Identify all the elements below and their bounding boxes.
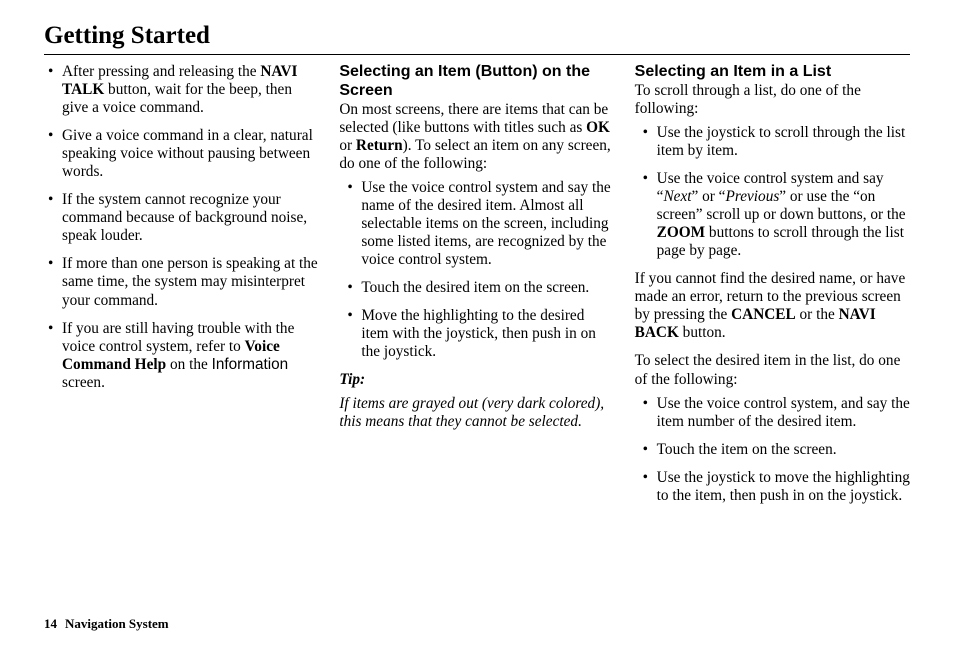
ok-label: OK xyxy=(586,119,610,136)
col3-heading: Selecting an Item in a List xyxy=(635,63,910,82)
list-item: Use the joystick to move the highlightin… xyxy=(635,469,910,505)
list-item: Use the voice control system and say “Ne… xyxy=(635,170,910,260)
col3-para1: If you cannot find the desired name, or … xyxy=(635,270,910,342)
list-item: Touch the item on the screen. xyxy=(635,441,910,459)
list-item: After pressing and releasing the NAVI TA… xyxy=(44,63,319,117)
list-item: Touch the desired item on the screen. xyxy=(339,279,614,297)
text: ” or “ xyxy=(692,188,726,205)
list-item: If the system cannot recognize your comm… xyxy=(44,191,319,245)
column-2: Selecting an Item (Button) on the Screen… xyxy=(339,63,614,515)
col3-list2: Use the voice control system, and say th… xyxy=(635,395,910,505)
text: or xyxy=(339,137,356,154)
col3-intro: To scroll through a list, do one of the … xyxy=(635,82,910,118)
text: button. xyxy=(679,324,726,341)
title-rule xyxy=(44,54,910,55)
list-item: Use the joystick to scroll through the l… xyxy=(635,124,910,160)
footer: 14 Navigation System xyxy=(44,616,169,632)
cancel-label: CANCEL xyxy=(731,306,796,323)
col1-list: After pressing and releasing the NAVI TA… xyxy=(44,63,319,392)
col3-list1: Use the joystick to scroll through the l… xyxy=(635,124,910,260)
col3-list1-wrap: Use the joystick to scroll through the l… xyxy=(635,124,910,260)
columns: After pressing and releasing the NAVI TA… xyxy=(44,63,910,515)
col2-list: Use the voice control system and say the… xyxy=(339,179,614,361)
text: screen. xyxy=(62,374,105,391)
text: On most screens, there are items that ca… xyxy=(339,101,608,136)
list-item: Use the voice control system and say the… xyxy=(339,179,614,269)
list-item: Give a voice command in a clear, natural… xyxy=(44,127,319,181)
return-label: Return xyxy=(356,137,403,154)
list-item: Use the voice control system, and say th… xyxy=(635,395,910,431)
col3-para2: To select the desired item in the list, … xyxy=(635,352,910,388)
text: or the xyxy=(796,306,839,323)
column-1: After pressing and releasing the NAVI TA… xyxy=(44,63,319,515)
column-3: Selecting an Item in a List To scroll th… xyxy=(635,63,910,515)
next-label: Next xyxy=(663,188,691,205)
col3-list2-wrap: Use the voice control system, and say th… xyxy=(635,395,910,505)
list-item: If you are still having trouble with the… xyxy=(44,320,319,392)
tip-label: Tip: xyxy=(339,371,614,389)
col2-intro: On most screens, there are items that ca… xyxy=(339,101,614,173)
footer-section: Navigation System xyxy=(65,616,169,631)
text: After pressing and releasing the xyxy=(62,63,260,80)
information-label: Information xyxy=(212,356,289,373)
text: on the xyxy=(166,356,211,373)
page: Getting Started After pressing and relea… xyxy=(0,0,954,652)
zoom-label: ZOOM xyxy=(657,224,705,241)
page-title: Getting Started xyxy=(44,22,910,50)
col2-heading: Selecting an Item (Button) on the Screen xyxy=(339,63,614,101)
tip-body: If items are grayed out (very dark color… xyxy=(339,395,614,431)
list-item: If more than one person is speaking at t… xyxy=(44,255,319,309)
previous-label: Previous xyxy=(725,188,779,205)
list-item: Move the highlighting to the desired ite… xyxy=(339,307,614,361)
col2-list-wrap: Use the voice control system and say the… xyxy=(339,179,614,361)
page-number: 14 xyxy=(44,616,57,631)
